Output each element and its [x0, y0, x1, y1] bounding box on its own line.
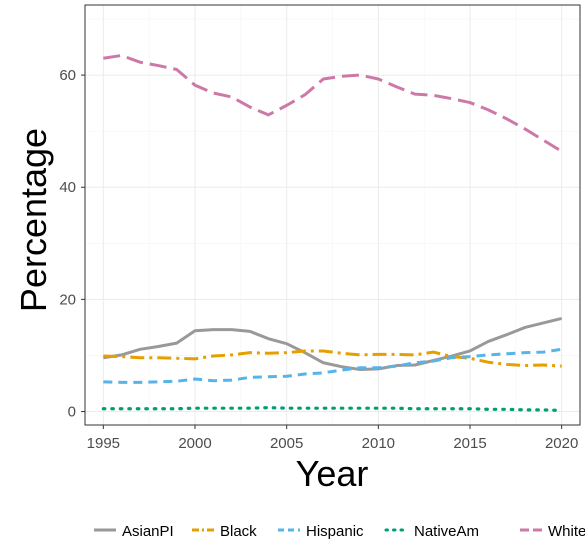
- x-tick-label: 2000: [178, 435, 211, 452]
- legend-label: AsianPI: [122, 523, 174, 540]
- legend-label: White: [548, 523, 585, 540]
- series-line-hispanic: [103, 347, 562, 384]
- x-tick-label: 2015: [453, 435, 486, 452]
- plot-panel-border: [84, 4, 581, 426]
- x-tick-label: 2005: [270, 435, 303, 452]
- legend-label: NativeAm: [414, 523, 479, 540]
- x-tick-label: 2010: [362, 435, 395, 452]
- legend: AsianPI Black Hispanic NativeAm White: [94, 523, 585, 540]
- y-axis-ticks: 0 20 40 60: [59, 67, 85, 421]
- series-line-nativeam: [101, 406, 564, 413]
- series-lines: [101, 53, 564, 413]
- x-axis-title: Year: [296, 453, 369, 494]
- x-tick-label: 2020: [545, 435, 578, 452]
- legend-label: Black: [220, 523, 257, 540]
- x-tick-label: 1995: [87, 435, 120, 452]
- legend-label: Hispanic: [306, 523, 364, 540]
- series-line-asianpi: [103, 317, 563, 371]
- y-axis-title: Percentage: [13, 128, 54, 312]
- series-line-white: [103, 53, 563, 153]
- y-tick-label: 0: [68, 404, 76, 421]
- y-tick-label: 20: [59, 291, 76, 308]
- series-line-black: [103, 349, 562, 368]
- x-axis-ticks: 1995 2000 2005 2010 2015 2020: [87, 425, 578, 452]
- y-tick-label: 40: [59, 179, 76, 196]
- y-tick-label: 60: [59, 67, 76, 84]
